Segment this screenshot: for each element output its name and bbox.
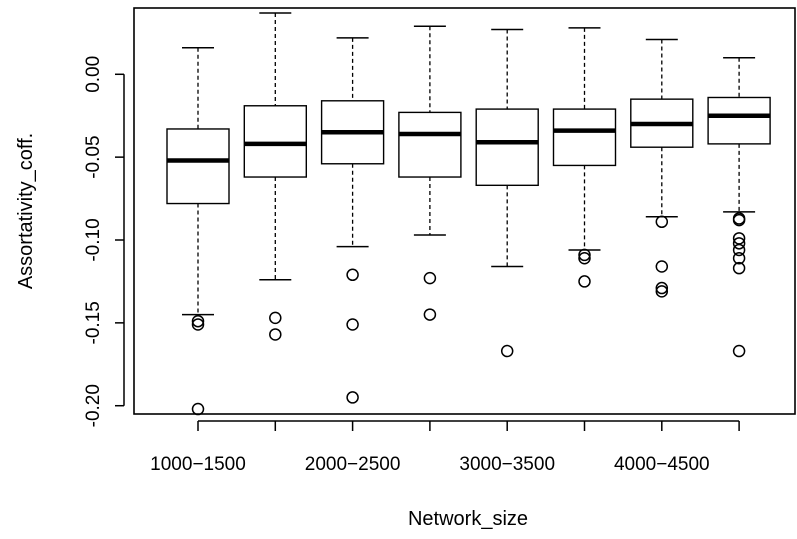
- box-series: [166, 12, 771, 416]
- outlier-point: [578, 275, 591, 288]
- outlier-point: [423, 271, 437, 285]
- y-axis-title: Assortativity_coff.: [15, 133, 37, 289]
- outlier-point: [732, 243, 746, 257]
- outlier-point: [346, 391, 359, 404]
- outlier-point: [269, 328, 282, 341]
- x-tick-label: 2000−2500: [305, 454, 401, 475]
- box-group: [475, 28, 539, 358]
- y-tick-label: -0.05: [83, 135, 104, 178]
- outlier-point: [655, 260, 669, 273]
- outlier-point: [423, 308, 437, 321]
- x-axis-title: Network_size: [408, 508, 528, 530]
- outlier-point: [191, 318, 205, 331]
- y-tick-label: -0.20: [83, 384, 104, 427]
- outlier-point: [191, 402, 205, 416]
- x-axis: 1000−1500 2000−2500 3000−3500 4000−4500: [150, 420, 740, 475]
- outlier-point: [346, 268, 359, 282]
- outlier-point: [191, 314, 205, 328]
- box-group: [166, 47, 230, 416]
- outlier-point: [346, 318, 359, 331]
- box-group: [243, 12, 308, 341]
- outlier-point: [732, 213, 746, 227]
- outlier-point: [732, 344, 746, 358]
- box-iqr: [243, 105, 308, 178]
- box-group: [552, 27, 617, 288]
- box-iqr: [166, 128, 230, 205]
- box-group: [630, 38, 694, 298]
- outlier-point: [732, 237, 746, 250]
- x-tick-label: 3000−3500: [459, 454, 555, 475]
- outlier-point: [500, 344, 514, 358]
- box-group: [398, 25, 462, 321]
- outlier-point: [578, 251, 591, 265]
- outlier-point: [655, 215, 669, 229]
- plot-frame: [133, 7, 796, 415]
- outlier-point: [578, 248, 591, 262]
- box-group: [707, 56, 771, 358]
- y-tick-label: -0.15: [83, 301, 104, 344]
- box-iqr: [398, 111, 462, 178]
- outlier-point: [269, 311, 282, 325]
- outlier-point: [732, 261, 746, 275]
- outlier-point: [732, 251, 746, 265]
- x-tick-label: 4000−4500: [614, 454, 710, 475]
- x-tick-label: 1000−1500: [150, 454, 246, 475]
- outlier-point: [655, 285, 669, 298]
- box-iqr: [707, 96, 771, 145]
- y-tick-label: 0.00: [83, 56, 104, 93]
- box-iqr: [552, 108, 617, 167]
- outlier-point: [655, 281, 669, 295]
- box-iqr: [475, 108, 539, 187]
- y-axis: -0.20 -0.15 -0.10 -0.05 0.00: [83, 56, 125, 427]
- box-group: [320, 37, 385, 404]
- y-tick-label: -0.10: [83, 218, 104, 261]
